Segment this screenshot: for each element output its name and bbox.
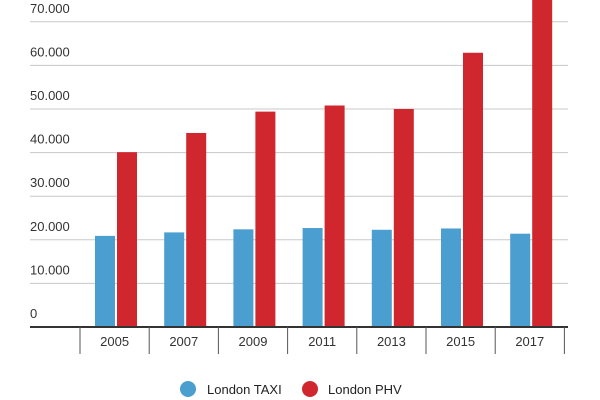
legend-label-taxi: London TAXI xyxy=(207,382,282,397)
x-tick-label: 2009 xyxy=(239,334,268,349)
bar-phv-2007 xyxy=(186,132,207,327)
x-tick-label: 2007 xyxy=(169,334,198,349)
bar-phv-2015 xyxy=(463,52,483,327)
y-tick-label: 0 xyxy=(30,306,37,321)
bar-phv-2013 xyxy=(393,109,414,327)
bar-phv-2011 xyxy=(324,105,345,328)
y-tick-label: 30.000 xyxy=(30,175,70,190)
x-tick-label: 2017 xyxy=(515,334,544,349)
bar-taxi-2011 xyxy=(302,228,323,327)
y-tick-label: 20.000 xyxy=(30,219,70,234)
x-tick-label: 2005 xyxy=(100,334,129,349)
bar-phv-2017 xyxy=(532,0,553,327)
bar-phv-2009 xyxy=(255,111,276,327)
x-tick-label: 2011 xyxy=(308,334,336,349)
bar-phv-2005 xyxy=(117,152,137,327)
bar-taxi-2013 xyxy=(371,229,392,327)
bar-taxi-2017 xyxy=(510,233,531,327)
y-tick-label: 40.000 xyxy=(30,132,70,147)
legend-label-phv: London PHV xyxy=(328,382,402,397)
y-tick-label: 60.000 xyxy=(30,44,70,59)
bar-taxi-2007 xyxy=(164,232,185,327)
x-tick-label: 2015 xyxy=(446,334,475,349)
bar-taxi-2015 xyxy=(441,228,461,327)
y-tick-label: 70.000 xyxy=(30,1,70,16)
legend-swatch-phv xyxy=(302,381,318,397)
legend-swatch-taxi xyxy=(180,381,196,397)
y-tick-label: 50.000 xyxy=(30,88,70,103)
legend: London TAXI London PHV xyxy=(180,381,402,397)
bar-taxi-2009 xyxy=(233,229,254,327)
x-tick-label: 2013 xyxy=(377,334,406,349)
bar-taxi-2005 xyxy=(95,235,115,327)
y-tick-label: 10.000 xyxy=(30,262,70,277)
